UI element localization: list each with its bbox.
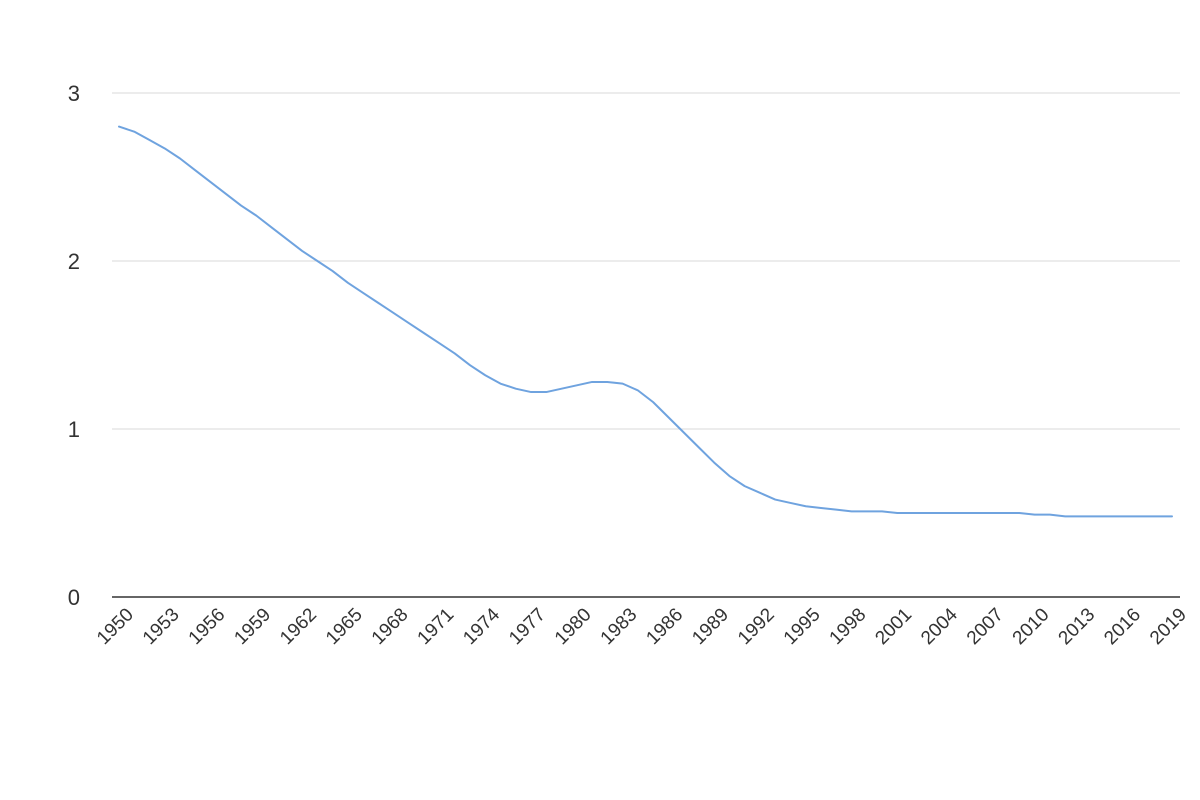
x-axis-ticks: 1950 1953 1956 1959 1962 1965 1968 1971 1974 1977… [93, 604, 1191, 649]
x-tick-label: 2001 [871, 604, 916, 649]
x-tick-label: 1983 [597, 604, 642, 649]
x-tick-label: 1968 [368, 604, 413, 649]
x-tick-label: 1962 [276, 604, 321, 649]
x-tick-label: 1986 [642, 604, 687, 649]
x-tick-label: 1995 [780, 604, 825, 649]
x-tick-label: 1980 [551, 604, 596, 649]
y-tick-label: 2 [68, 249, 80, 274]
y-tick-label: 0 [68, 585, 80, 610]
x-tick-label: 2016 [1100, 604, 1145, 649]
series-layer [118, 125, 1173, 518]
x-tick-label: 1971 [414, 604, 459, 649]
series-line-0 [118, 125, 1173, 518]
x-tick-label: 1998 [826, 604, 871, 649]
x-tick-label: 1992 [734, 604, 779, 649]
x-tick-label: 1974 [459, 604, 504, 649]
x-tick-label: 1953 [139, 604, 184, 649]
y-tick-label: 1 [68, 417, 80, 442]
x-tick-label: 2019 [1146, 604, 1191, 649]
grid-lines [112, 92, 1180, 430]
x-tick-label: 1965 [322, 604, 367, 649]
x-tick-label: 2004 [917, 604, 962, 649]
x-tick-label: 2013 [1055, 604, 1100, 649]
x-tick-label: 1956 [185, 604, 230, 649]
y-tick-label: 3 [68, 81, 80, 106]
x-tick-label: 2010 [1009, 604, 1054, 649]
x-tick-label: 1950 [93, 604, 138, 649]
x-tick-label: 1959 [230, 604, 275, 649]
x-tick-label: 2007 [963, 604, 1008, 649]
x-tick-label: 1989 [688, 604, 733, 649]
y-axis-ticks: 0 1 2 3 [68, 81, 80, 610]
x-tick-label: 1977 [505, 604, 550, 649]
